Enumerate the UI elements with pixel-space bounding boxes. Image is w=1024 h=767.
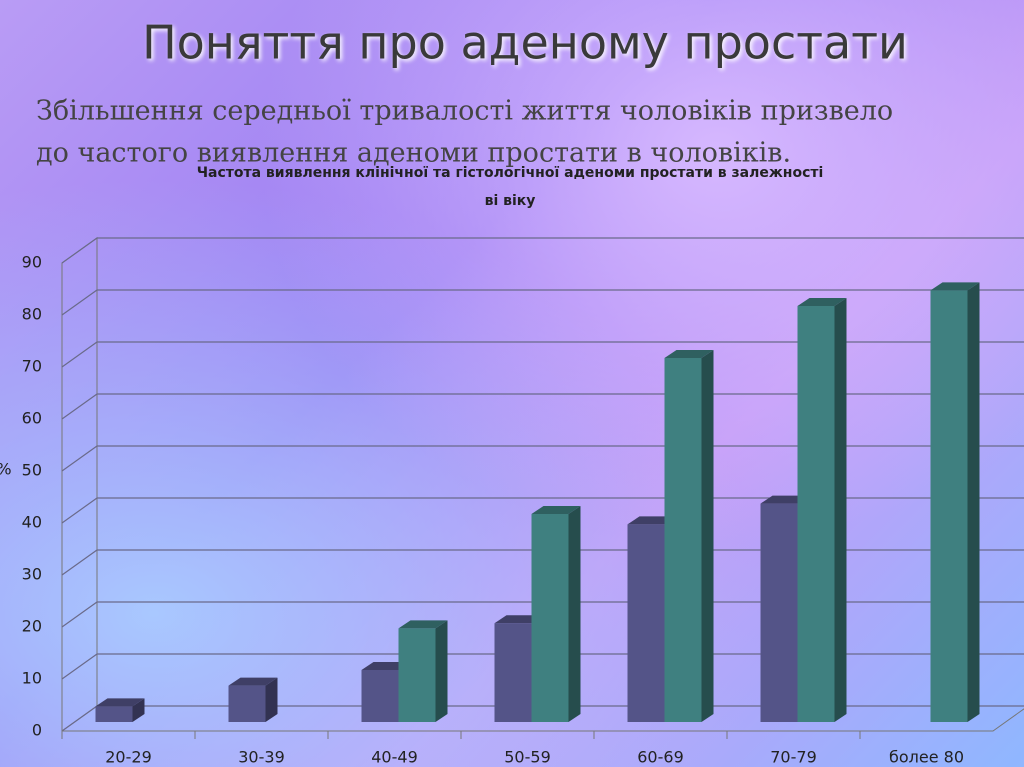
x-tick-label: 70-79	[770, 748, 817, 767]
grid-line	[61, 549, 1024, 576]
bar-side	[265, 677, 278, 722]
bar	[228, 685, 266, 722]
y-tick-label: 70	[22, 357, 42, 376]
bar-top	[531, 506, 581, 514]
y-tick-label: 80	[22, 305, 42, 324]
bar-side	[834, 298, 847, 722]
bar-top	[398, 620, 448, 629]
bar	[627, 524, 665, 722]
x-tick-label: 30-39	[238, 748, 285, 767]
y-tick-label: 20	[22, 617, 42, 636]
grid-line	[61, 653, 1024, 680]
bar-top	[664, 350, 714, 358]
slide-title: Поняття про аденому простати	[142, 16, 908, 70]
x-tick-label: 50-59	[504, 748, 551, 767]
chart-title: ві віку	[485, 193, 536, 209]
bar-side	[701, 350, 714, 722]
bar	[398, 628, 436, 722]
bar	[760, 503, 798, 722]
bar	[797, 306, 835, 722]
grid-line	[61, 393, 1024, 420]
grid-line	[61, 601, 1024, 628]
grid-line	[61, 341, 1024, 368]
bar-top	[95, 698, 145, 707]
bar-top	[760, 495, 810, 504]
floor	[62, 708, 1024, 732]
y-tick-label: 40	[22, 513, 42, 532]
slide-text-line: до частого виявлення аденоми простати в …	[36, 138, 791, 169]
bar-side	[132, 698, 145, 722]
slide-text-line: Збільшення середньої тривалості життя чо…	[36, 96, 893, 127]
bar	[361, 670, 399, 722]
bar-top	[228, 677, 278, 686]
chart-title: Частота виявлення клінічної та гістологі…	[197, 165, 824, 181]
grid-line	[61, 289, 1024, 316]
y-tick-label: 0	[32, 721, 42, 740]
y-tick-label: 60	[22, 409, 42, 428]
y-tick-label: 50	[22, 461, 42, 480]
bar-top	[797, 298, 847, 306]
grid-line	[61, 237, 1024, 264]
y-tick-label: 90	[22, 253, 42, 272]
bar	[95, 706, 133, 722]
bar-top	[627, 516, 677, 525]
y-tick-label: 30	[22, 565, 42, 584]
bar	[494, 623, 532, 722]
grid-line	[61, 497, 1024, 524]
bar-top	[930, 282, 980, 291]
bar	[664, 358, 702, 722]
grid-line	[61, 445, 1024, 472]
bar	[531, 514, 569, 722]
y-axis-label: %	[0, 460, 12, 479]
x-tick-label: более 80	[889, 748, 964, 767]
y-tick-label: 10	[22, 669, 42, 688]
bar-side	[568, 506, 581, 722]
x-tick-label: 40-49	[371, 748, 418, 767]
bar-side	[435, 620, 448, 722]
bar	[930, 290, 968, 722]
x-tick-label: 60-69	[637, 748, 684, 767]
x-tick-label: 20-29	[105, 748, 152, 767]
bar-top	[361, 662, 411, 670]
bar-side	[967, 282, 980, 722]
bar-top	[494, 615, 544, 624]
